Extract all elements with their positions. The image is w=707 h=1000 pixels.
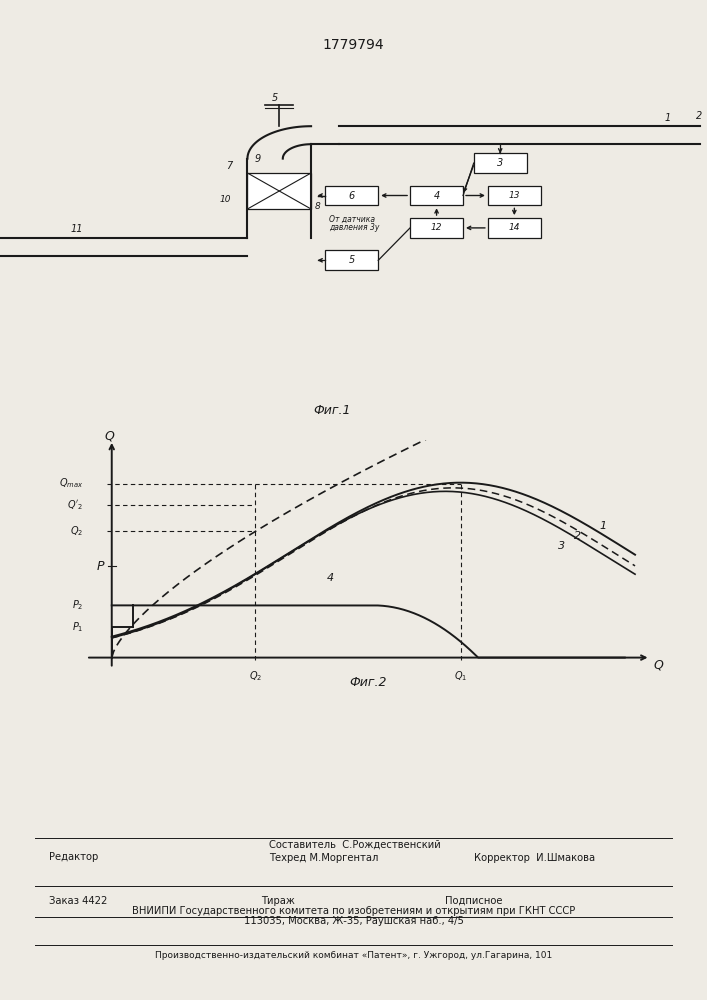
Text: Составитель  С.Рождественский: Составитель С.Рождественский [269, 840, 440, 850]
Text: Техред М.Моргентал: Техред М.Моргентал [269, 853, 378, 863]
Text: $Q_1$: $Q_1$ [454, 670, 467, 683]
Text: 1: 1 [665, 113, 671, 123]
Text: $Q_2$: $Q_2$ [70, 524, 83, 538]
Text: От датчика: От датчика [329, 215, 375, 224]
Text: $P_2$: $P_2$ [72, 598, 83, 612]
Bar [474, 153, 527, 173]
Text: Фиг.2: Фиг.2 [349, 676, 387, 689]
Text: $Q_2$: $Q_2$ [249, 670, 262, 683]
Text: Фиг.1: Фиг.1 [313, 404, 351, 417]
Text: 4: 4 [327, 573, 334, 583]
Text: Корректор  И.Шмакова: Корректор И.Шмакова [474, 853, 595, 863]
Text: 6: 6 [349, 191, 355, 201]
Text: Q: Q [104, 429, 114, 442]
Text: 4: 4 [433, 191, 440, 201]
Text: $Q_{max}$: $Q_{max}$ [59, 477, 83, 490]
Text: Подписное: Подписное [445, 896, 503, 906]
Text: 11: 11 [71, 224, 83, 234]
Text: давления 3у: давления 3у [329, 223, 379, 232]
Text: 13: 13 [508, 191, 520, 200]
Bar [325, 250, 378, 270]
Text: 113035, Москва, Ж-35, Раушская наб., 4/5: 113035, Москва, Ж-35, Раушская наб., 4/5 [244, 916, 463, 926]
Text: 3: 3 [558, 541, 565, 551]
Bar [488, 186, 541, 205]
Text: 2: 2 [696, 111, 703, 121]
Text: 10: 10 [219, 195, 230, 204]
Text: 2: 2 [573, 531, 580, 541]
Bar [410, 218, 463, 238]
Text: $Q'_2$: $Q'_2$ [67, 498, 83, 512]
Text: 3: 3 [497, 158, 503, 168]
Bar [410, 186, 463, 205]
Text: Q: Q [653, 659, 663, 672]
Text: ВНИИПИ Государственного комитета по изобретениям и открытиям при ГКНТ СССР: ВНИИПИ Государственного комитета по изоб… [132, 906, 575, 916]
Text: 5: 5 [349, 255, 355, 265]
Bar [488, 218, 541, 238]
Text: 9: 9 [255, 154, 261, 164]
Bar [325, 186, 378, 205]
Text: Заказ 4422: Заказ 4422 [49, 896, 108, 906]
Text: Производственно-издательский комбинат «Патент», г. Ужгород, ул.Гагарина, 101: Производственно-издательский комбинат «П… [155, 952, 552, 960]
Text: $P_1$: $P_1$ [72, 620, 83, 634]
Text: Редактор: Редактор [49, 852, 99, 862]
Bar [247, 173, 311, 209]
Text: Тираж: Тираж [262, 896, 296, 906]
Text: 8: 8 [315, 202, 320, 211]
Text: 1779794: 1779794 [322, 38, 385, 52]
Text: 7: 7 [226, 161, 233, 171]
Text: 5: 5 [272, 93, 279, 103]
Text: P: P [97, 560, 104, 573]
Text: 1: 1 [599, 521, 607, 531]
Text: 12: 12 [431, 223, 443, 232]
Text: 14: 14 [508, 223, 520, 232]
